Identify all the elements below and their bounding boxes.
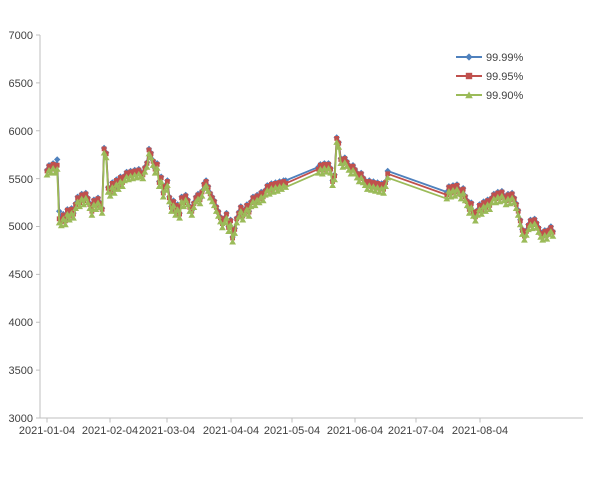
legend-label: 99.90%: [486, 90, 524, 102]
triangle-marker-icon: [465, 91, 473, 99]
y-axis: 7000 6500 6000 5500 5000 4500 4000 3500 …: [9, 30, 41, 425]
legend: 99.99% 99.95% 99.90%: [456, 52, 524, 102]
diamond-marker-icon: [465, 53, 473, 61]
y-tick-label: 3500: [9, 365, 33, 377]
x-tick-label: 2021-03-04: [139, 425, 195, 437]
square-marker-icon: [465, 72, 473, 80]
x-axis: 2021-01-04 2021-02-04 2021-03-04 2021-04…: [19, 417, 583, 437]
y-tick-label: 3000: [9, 413, 33, 425]
y-tick-label: 4500: [9, 269, 33, 281]
legend-label: 99.99%: [486, 52, 524, 64]
legend-label: 99.95%: [486, 71, 524, 83]
series-line-99.90%: [46, 141, 554, 243]
x-tick-label: 2021-02-04: [82, 425, 138, 437]
legend-item: 99.90%: [456, 90, 524, 102]
series-markers-99.90%: [43, 139, 557, 245]
x-tick-label: 2021-08-04: [452, 425, 508, 437]
x-tick-label: 2021-04-04: [203, 425, 259, 437]
x-axis-ticks: [46, 418, 481, 423]
legend-item: 99.95%: [456, 71, 524, 83]
y-tick-label: 5500: [9, 174, 33, 186]
legend-item: 99.99%: [456, 52, 524, 64]
x-tick-label: 2021-01-04: [19, 425, 75, 437]
y-axis-ticks: [36, 34, 40, 419]
x-tick-label: 2021-07-04: [388, 425, 444, 437]
y-tick-label: 6500: [9, 78, 33, 90]
y-tick-label: 7000: [9, 30, 33, 42]
x-tick-label: 2021-06-04: [327, 425, 383, 437]
series-layer: [43, 134, 557, 245]
y-tick-label: 4000: [9, 317, 33, 329]
x-tick-label: 2021-05-04: [264, 425, 320, 437]
y-tick-label: 5000: [9, 221, 33, 233]
y-tick-label: 6000: [9, 126, 33, 138]
